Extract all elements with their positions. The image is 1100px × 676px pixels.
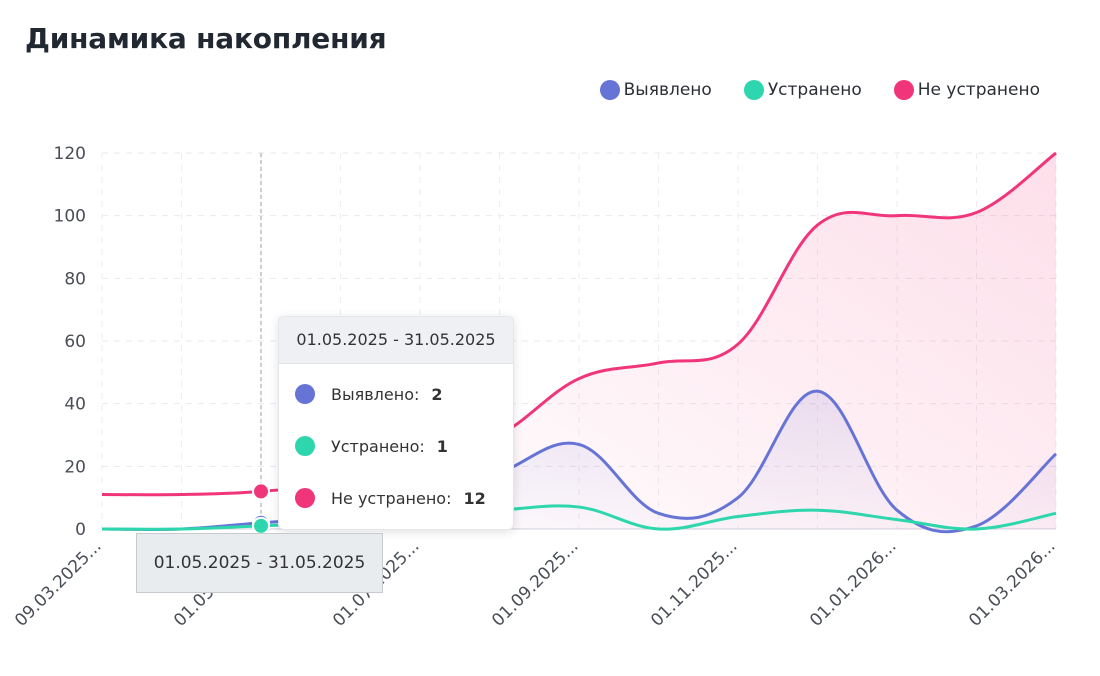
- chart-title: Динамика накопления: [25, 22, 387, 55]
- y-tick-label: 20: [64, 457, 86, 477]
- tooltip-row-unfixed: Не устранено: 12: [279, 472, 513, 524]
- x-tick-label: 01.01.2026...: [806, 536, 900, 630]
- tooltip-value-detected: 2: [431, 384, 443, 404]
- y-tick-label: 120: [54, 144, 86, 164]
- hover-tooltip: 01.05.2025 - 31.05.2025 Выявлено: 2 Устр…: [278, 316, 514, 530]
- x-tick-label: 01.11.2025...: [647, 536, 741, 630]
- tooltip-value-fixed: 1: [436, 436, 448, 456]
- tooltip-dot-fixed: [295, 436, 315, 456]
- tooltip-dot-unfixed: [295, 488, 315, 508]
- legend-dot-unfixed: [893, 80, 914, 100]
- tooltip-value-unfixed: 12: [463, 488, 486, 508]
- tooltip-dot-detected: [295, 384, 315, 404]
- legend-item-detected[interactable]: Выявлено: [599, 80, 712, 100]
- y-tick-label: 80: [64, 269, 86, 289]
- legend-label-detected: Выявлено: [623, 80, 712, 100]
- x-tick-label: 01.03.2026...: [965, 536, 1059, 630]
- series-line-unfixed: [101, 151, 1057, 497]
- x-tick-label: 01.09.2025...: [488, 536, 582, 630]
- hover-marker-unfixed: [252, 482, 270, 501]
- tooltip-row-fixed: Устранено: 1: [279, 420, 513, 472]
- legend-dot-detected: [599, 80, 620, 100]
- legend-dot-fixed: [743, 80, 764, 100]
- tooltip-label-unfixed: Не устранено:: [331, 488, 452, 508]
- axis-pointer-label: 01.05.2025 - 31.05.2025: [136, 533, 383, 593]
- chart-legend: Выявлено Устранено Не устранено: [599, 80, 1040, 100]
- tooltip-label-fixed: Устранено:: [331, 436, 425, 456]
- y-tick-label: 60: [64, 332, 86, 352]
- legend-label-fixed: Устранено: [767, 80, 862, 100]
- tooltip-period: 01.05.2025 - 31.05.2025: [279, 317, 513, 364]
- legend-label-unfixed: Не устранено: [917, 80, 1040, 100]
- series-area-unfixed: [102, 153, 1056, 529]
- y-tick-label: 40: [64, 395, 86, 415]
- legend-item-fixed[interactable]: Устранено: [743, 80, 862, 100]
- y-tick-label: 0: [75, 520, 86, 540]
- x-tick-label: 09.03.2025...: [11, 536, 105, 630]
- hover-marker-fixed: [252, 516, 270, 535]
- y-tick-label: 100: [54, 207, 86, 227]
- tooltip-row-detected: Выявлено: 2: [279, 368, 513, 420]
- series-line-detected: [101, 389, 1058, 534]
- tooltip-label-detected: Выявлено:: [331, 384, 420, 404]
- legend-item-unfixed[interactable]: Не устранено: [893, 80, 1040, 100]
